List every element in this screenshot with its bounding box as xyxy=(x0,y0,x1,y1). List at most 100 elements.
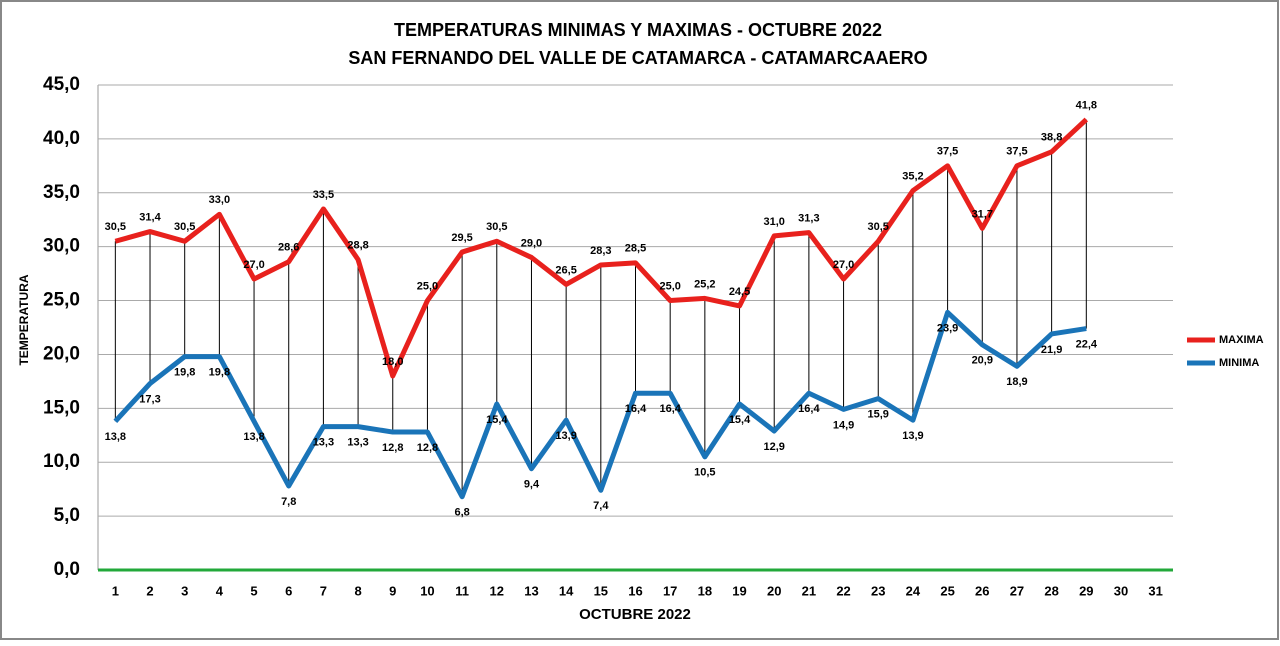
x-tick-label: 17 xyxy=(663,583,677,598)
data-label: 31,0 xyxy=(763,216,784,228)
data-label: 27,0 xyxy=(833,259,854,271)
data-label: 19,8 xyxy=(174,367,195,379)
x-tick-label: 18 xyxy=(698,583,712,598)
x-tick-label: 4 xyxy=(216,583,224,598)
x-tick-label: 29 xyxy=(1079,583,1093,598)
data-label: 13,3 xyxy=(313,437,334,449)
x-tick-label: 15 xyxy=(594,583,608,598)
y-tick-label: 45,0 xyxy=(43,74,80,95)
y-axis-label: TEMPERATURA xyxy=(17,274,31,365)
y-tick-label: 20,0 xyxy=(43,343,80,364)
data-label: 29,0 xyxy=(521,237,542,249)
data-label: 23,9 xyxy=(937,322,958,334)
x-tick-label: 1 xyxy=(112,583,119,598)
data-label: 24,5 xyxy=(729,286,750,298)
data-label: 31,7 xyxy=(972,208,993,220)
y-tick-label: 25,0 xyxy=(43,290,80,311)
data-label: 9,4 xyxy=(524,479,540,491)
data-label: 37,5 xyxy=(937,146,958,158)
data-label: 12,8 xyxy=(382,442,403,454)
data-label: 20,9 xyxy=(972,355,993,367)
x-tick-label: 19 xyxy=(732,583,746,598)
x-tick-label: 2 xyxy=(146,583,153,598)
y-tick-label: 35,0 xyxy=(43,182,80,203)
x-tick-label: 11 xyxy=(455,583,469,598)
data-label: 18,9 xyxy=(1006,376,1027,388)
x-tick-label: 13 xyxy=(524,583,538,598)
x-tick-label: 3 xyxy=(181,583,188,598)
data-label: 12,9 xyxy=(763,441,784,453)
x-tick-label: 9 xyxy=(389,583,396,598)
data-label: 12,8 xyxy=(417,442,438,454)
data-label: 31,3 xyxy=(798,213,819,225)
x-tick-label: 7 xyxy=(320,583,327,598)
x-tick-label: 14 xyxy=(559,583,574,598)
chart-subtitle: SAN FERNANDO DEL VALLE DE CATAMARCA - CA… xyxy=(348,48,927,68)
data-label: 30,5 xyxy=(868,221,889,233)
x-tick-label: 5 xyxy=(250,583,257,598)
x-tick-label: 20 xyxy=(767,583,781,598)
y-tick-label: 0,0 xyxy=(54,559,80,580)
data-label: 19,8 xyxy=(209,367,230,379)
data-label: 27,0 xyxy=(243,259,264,271)
data-label: 6,8 xyxy=(454,507,469,519)
data-label: 16,4 xyxy=(625,403,647,415)
data-label: 22,4 xyxy=(1076,338,1098,350)
x-tick-label: 24 xyxy=(906,583,921,598)
x-tick-label: 22 xyxy=(836,583,850,598)
data-label: 28,3 xyxy=(590,245,611,257)
x-tick-label: 30 xyxy=(1114,583,1128,598)
data-label: 21,9 xyxy=(1041,344,1062,356)
data-label: 7,8 xyxy=(281,496,296,508)
series-line xyxy=(113,309,1087,500)
data-label: 25,2 xyxy=(694,278,715,290)
data-label: 26,5 xyxy=(555,264,576,276)
data-label: 28,8 xyxy=(347,240,368,252)
y-tick-label: 5,0 xyxy=(54,505,80,526)
y-tick-label: 30,0 xyxy=(43,236,80,257)
data-label: 29,5 xyxy=(451,232,472,244)
data-label: 41,8 xyxy=(1076,99,1097,111)
data-label: 25,0 xyxy=(417,280,438,292)
data-label: 13,9 xyxy=(902,430,923,442)
x-tick-label: 28 xyxy=(1044,583,1058,598)
x-tick-label: 16 xyxy=(628,583,642,598)
x-tick-label: 23 xyxy=(871,583,885,598)
data-label: 30,5 xyxy=(174,221,195,233)
data-label: 25,0 xyxy=(659,280,680,292)
data-label: 38,8 xyxy=(1041,132,1062,144)
data-label: 18,0 xyxy=(382,356,403,368)
data-label: 15,4 xyxy=(729,414,751,426)
data-label: 28,6 xyxy=(278,242,299,254)
data-label: 31,4 xyxy=(139,211,161,223)
data-label: 7,4 xyxy=(593,500,609,512)
x-tick-label: 8 xyxy=(354,583,361,598)
data-label: 13,9 xyxy=(555,430,576,442)
data-label: 30,5 xyxy=(105,221,126,233)
chart-title: TEMPERATURAS MINIMAS Y MAXIMAS - OCTUBRE… xyxy=(394,20,882,40)
data-label: 30,5 xyxy=(486,221,507,233)
data-label: 13,8 xyxy=(243,431,264,443)
x-tick-label: 10 xyxy=(420,583,434,598)
data-label: 16,4 xyxy=(798,403,820,415)
data-label: 15,9 xyxy=(868,409,889,421)
data-label: 14,9 xyxy=(833,419,854,431)
y-tick-label: 40,0 xyxy=(43,128,80,149)
y-tick-label: 10,0 xyxy=(43,451,80,472)
x-tick-label: 26 xyxy=(975,583,989,598)
data-label: 33,5 xyxy=(313,189,334,201)
data-label: 16,4 xyxy=(659,403,681,415)
data-label: 13,8 xyxy=(105,431,126,443)
y-tick-label: 15,0 xyxy=(43,397,80,418)
data-label: 13,3 xyxy=(347,437,368,449)
data-label: 15,4 xyxy=(486,414,508,426)
x-tick-label: 25 xyxy=(940,583,954,598)
legend-label: MINIMA xyxy=(1219,357,1259,369)
x-tick-label: 6 xyxy=(285,583,292,598)
data-label: 17,3 xyxy=(139,393,160,405)
x-tick-label: 27 xyxy=(1010,583,1024,598)
data-label: 28,5 xyxy=(625,243,646,255)
x-tick-label: 21 xyxy=(802,583,816,598)
